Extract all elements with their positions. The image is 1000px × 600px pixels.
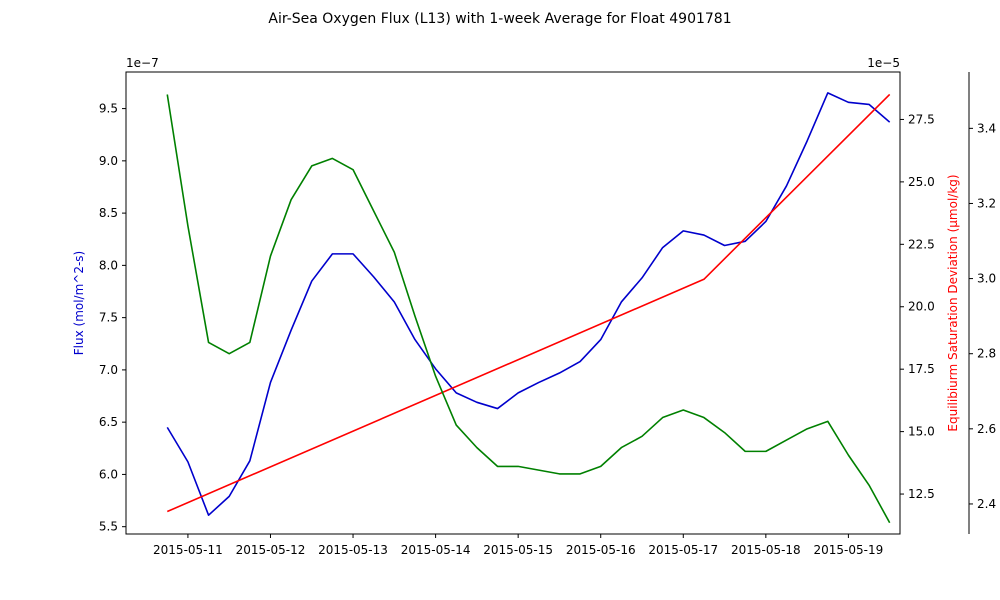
y-tick-label: 7.0 xyxy=(99,363,118,377)
x-tick-label: 2015-05-18 xyxy=(731,543,801,557)
y-tick-label: 8.0 xyxy=(99,258,118,272)
x-tick-label: 2015-05-11 xyxy=(153,543,223,557)
y-tick-label: 5.5 xyxy=(99,520,118,534)
y-tick-label: 8.5 xyxy=(99,206,118,220)
y-tick-label: 6.5 xyxy=(99,415,118,429)
right-y-axis: 12.5 15.0 17.5 20.0 22.5 25.0 27.5 xyxy=(900,112,935,501)
y-tick-label: 2.4 xyxy=(977,497,996,511)
y-tick-label: 25.0 xyxy=(908,175,935,189)
third-y-axis: 2.4 2.6 2.8 3.0 3.2 3.4 xyxy=(969,121,996,511)
series-line-right2 xyxy=(166,94,891,524)
y-tick-label: 3.4 xyxy=(977,121,996,135)
left-y-axis: 5.5 6.0 6.5 7.0 7.5 8.0 8.5 9.0 9.5 xyxy=(99,102,126,534)
y-tick-label: 7.5 xyxy=(99,311,118,325)
x-tick-label: 2015-05-14 xyxy=(401,543,471,557)
y-tick-label: 3.0 xyxy=(977,272,996,286)
x-tick-label: 2015-05-13 xyxy=(318,543,388,557)
series-lines xyxy=(166,92,891,524)
right-axis-label: Equilibiurm Saturation Deviation (µmol/k… xyxy=(946,174,960,431)
y-tick-label: 3.2 xyxy=(977,196,996,210)
y-tick-label: 22.5 xyxy=(908,237,935,251)
y-tick-label: 2.6 xyxy=(977,422,996,436)
x-tick-label: 2015-05-12 xyxy=(236,543,306,557)
series-line-left xyxy=(166,92,891,516)
x-tick-label: 2015-05-19 xyxy=(814,543,884,557)
y-tick-label: 17.5 xyxy=(908,362,935,376)
plot-area-frame xyxy=(125,71,901,535)
left-axis-offset-label: 1e−7 xyxy=(126,56,159,70)
y-tick-label: 6.0 xyxy=(99,467,118,481)
x-tick-label: 2015-05-16 xyxy=(566,543,636,557)
y-tick-label: 20.0 xyxy=(908,300,935,314)
y-tick-label: 27.5 xyxy=(908,112,935,126)
x-tick-label: 2015-05-15 xyxy=(483,543,553,557)
y-tick-label: 9.5 xyxy=(99,102,118,116)
chart-title: Air-Sea Oxygen Flux (L13) with 1-week Av… xyxy=(268,11,731,27)
x-axis: 2015-05-11 2015-05-12 2015-05-13 2015-05-14… xyxy=(153,534,883,557)
y-tick-label: 9.0 xyxy=(99,154,118,168)
y-tick-label: 12.5 xyxy=(908,487,935,501)
right-axis-offset-label: 1e−5 xyxy=(867,56,900,70)
series-line-right xyxy=(166,93,891,513)
x-tick-label: 2015-05-17 xyxy=(648,543,718,557)
y-tick-label: 15.0 xyxy=(908,425,935,439)
y-tick-label: 2.8 xyxy=(977,347,996,361)
left-axis-label: Flux (mol/m^2-s) xyxy=(72,251,86,356)
